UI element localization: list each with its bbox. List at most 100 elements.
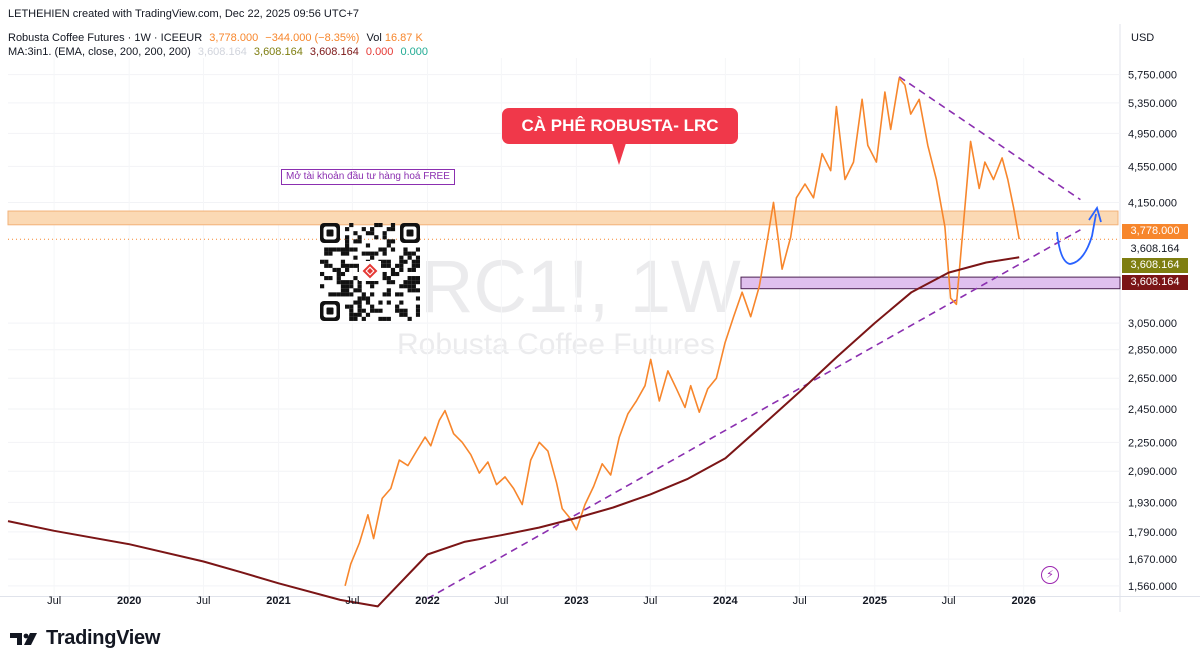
qr-module [361, 296, 366, 301]
qr-module [378, 223, 383, 228]
x-tick-label: Jul [643, 595, 657, 607]
title-callout[interactable]: CÀ PHÊ ROBUSTA- LRC [502, 108, 738, 144]
y-tick-label: 2,250.000 [1128, 437, 1177, 449]
qr-module [361, 316, 366, 321]
ma-title: MA:3in1. (EMA, close, 200, 200, 200) [8, 46, 191, 58]
qr-module [374, 251, 379, 256]
projection-arrowhead-icon [1088, 205, 1102, 223]
trendlines [427, 76, 1081, 600]
qr-module [340, 263, 346, 268]
qr-module [324, 251, 329, 256]
qr-module [336, 280, 341, 285]
ma-legend[interactable]: MA:3in1. (EMA, close, 200, 200, 200) 3,6… [8, 46, 432, 58]
y-tick-label: 3,050.000 [1128, 318, 1177, 330]
qr-module [349, 312, 354, 317]
qr-module [411, 251, 416, 256]
ma-value-3: 3,608.164 [309, 46, 359, 58]
qr-module [328, 263, 333, 268]
symbol-legend[interactable]: Robusta Coffee Futures · 1W · ICEEUR 3,7… [8, 32, 427, 44]
qr-module [382, 259, 387, 264]
qr-module [365, 243, 371, 248]
y-tick-label: 2,450.000 [1128, 404, 1177, 416]
symbol-title: Robusta Coffee Futures · 1W · ICEEUR [8, 32, 203, 44]
qr-module [415, 276, 420, 281]
projection-arrow-path [1056, 213, 1097, 265]
qr-module [345, 247, 350, 252]
ma-value-1: 3,608.164 [197, 46, 247, 58]
qr-module [345, 280, 350, 285]
qr-module [345, 239, 350, 244]
x-tick-label: 2023 [564, 595, 588, 607]
ma-badge-red: 3,608.164 [1122, 275, 1188, 290]
qr-module [390, 239, 396, 244]
promo-label[interactable]: Mở tài khoản đầu tư hàng hoá FREE [281, 169, 455, 185]
qr-module [332, 267, 337, 272]
projection-arrow [1056, 205, 1102, 265]
qr-module [357, 288, 362, 293]
qr-module [395, 263, 400, 268]
qr-module [403, 312, 408, 317]
qr-module [411, 276, 416, 281]
y-tick-label: 1,930.000 [1128, 497, 1177, 509]
qr-module [328, 247, 333, 252]
qr-module [386, 316, 391, 321]
x-tick-label: Jul [793, 595, 807, 607]
qr-module [353, 255, 358, 260]
qr-module [415, 308, 420, 313]
qr-module [345, 288, 350, 293]
qr-module [370, 231, 375, 236]
qr-module [395, 304, 400, 309]
x-tick-label: 2024 [713, 595, 738, 607]
volume-label: Vol [366, 32, 382, 44]
flash-icon[interactable]: ⚡ [1041, 566, 1059, 584]
qr-module [386, 300, 391, 305]
watermark-description: Robusta Coffee Futures [397, 328, 715, 361]
qr-module [411, 288, 416, 293]
qr-module [353, 276, 358, 281]
qr-module [349, 247, 354, 252]
qr-module [415, 259, 420, 264]
qr-module [403, 259, 408, 264]
qr-module [345, 227, 350, 232]
qr-module [386, 263, 391, 268]
qr-module [390, 247, 396, 252]
qr-module [336, 267, 341, 272]
currency-label[interactable]: USD [1131, 32, 1155, 44]
qr-module [340, 284, 346, 289]
qr-module [395, 308, 400, 313]
qr-module [386, 276, 391, 281]
x-tick-label: 2022 [415, 595, 439, 607]
qr-module [370, 255, 375, 260]
qr-module [415, 288, 420, 293]
qr-module [382, 235, 387, 240]
resistance-zone [7, 210, 1119, 226]
last-price-badge: 3,778.000 [1122, 224, 1188, 239]
ema-200-line [7, 256, 1020, 608]
qr-finder-top-right [400, 223, 420, 243]
qr-module [399, 284, 404, 289]
qr-module [382, 247, 387, 252]
price-axis: 1,560.000 1,670.000 1,790.000 1,930.000 2,09… [1128, 70, 1177, 593]
tradingview-logo[interactable]: TradingView [10, 627, 160, 650]
time-axis: Jul 2020 Jul 2021 Jul 2022 Jul 2023 Jul 2024 Jul 20… [47, 595, 1036, 607]
y-tick-label: 4,150.000 [1128, 197, 1177, 209]
qr-module [415, 263, 420, 268]
rising-trendline [427, 229, 1081, 600]
qr-module [382, 276, 387, 281]
y-tick-label: 4,950.000 [1128, 128, 1177, 140]
qr-module [336, 276, 341, 281]
qr-module [353, 300, 358, 305]
qr-module [353, 263, 358, 268]
qr-module [324, 247, 329, 252]
qr-module [365, 231, 371, 236]
qr-module [370, 284, 375, 289]
x-tick-label: 2020 [117, 595, 141, 607]
x-tick-label: Jul [942, 595, 956, 607]
qr-module [374, 280, 379, 285]
chart-credit: LETHEHIEN created with TradingView.com, … [8, 8, 360, 20]
qr-module [415, 280, 420, 285]
qr-module [345, 284, 350, 289]
y-tick-label: 2,090.000 [1128, 466, 1177, 478]
qr-module [361, 292, 366, 297]
